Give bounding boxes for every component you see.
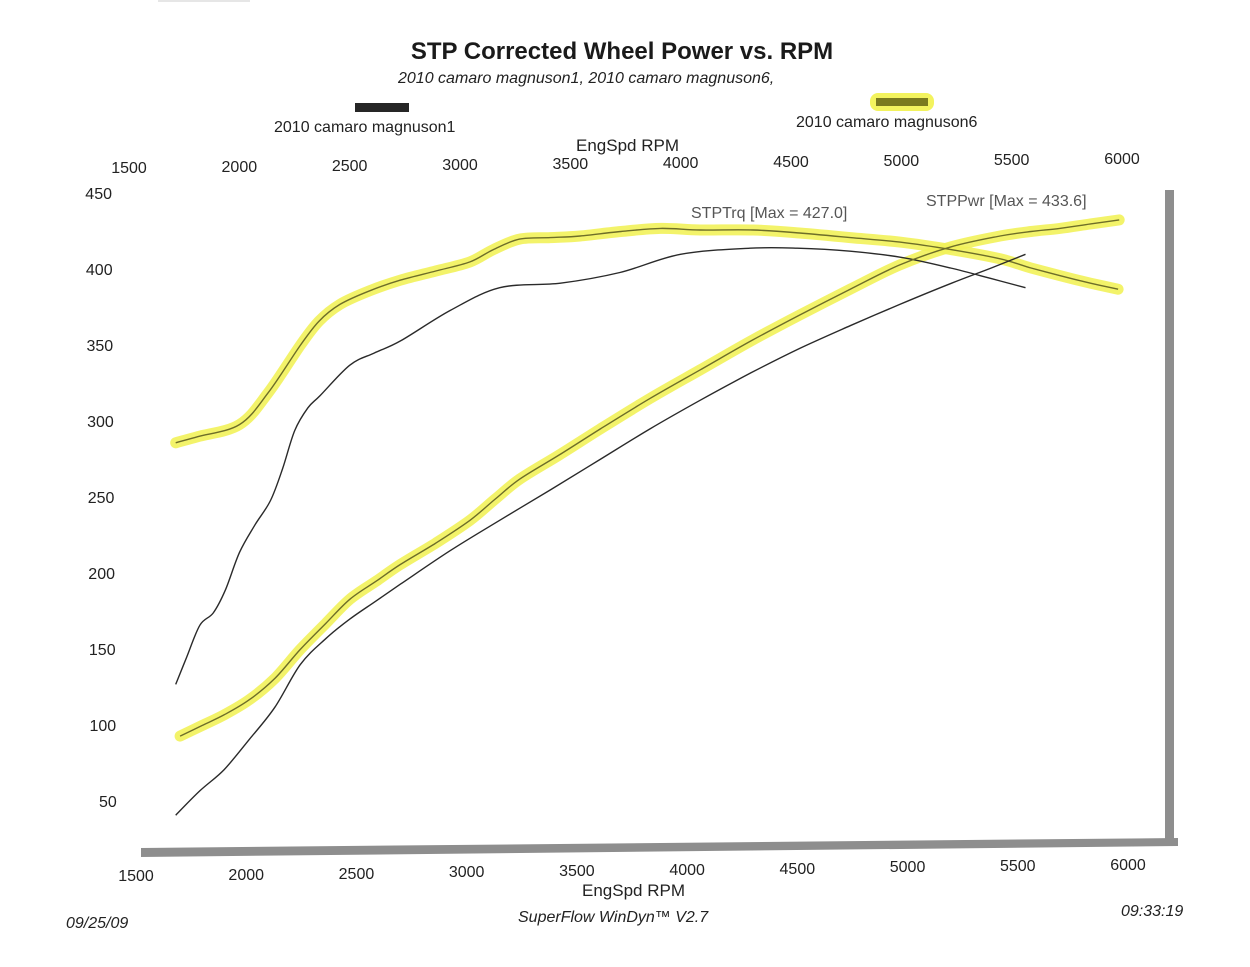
x-tick-top: 2500 bbox=[331, 158, 368, 175]
x-tick-bottom: 6000 bbox=[1110, 857, 1146, 874]
y-tick: 200 bbox=[88, 566, 115, 583]
series-line-2010-camaro-magnuson1-stptrq bbox=[175, 246, 1026, 685]
chart-subtitle: 2010 camaro magnuson1, 2010 camaro magnu… bbox=[398, 70, 775, 87]
x-tick-top: 4000 bbox=[662, 155, 699, 172]
y-tick: 300 bbox=[87, 414, 114, 431]
legend-label-magnuson1: 2010 camaro magnuson1 bbox=[274, 119, 456, 136]
x-tick-bottom: 4500 bbox=[779, 860, 816, 878]
x-tick-bottom: 1500 bbox=[118, 868, 154, 885]
chart-title: STP Corrected Wheel Power vs. RPM bbox=[410, 38, 834, 65]
x-tick-bottom: 5500 bbox=[999, 858, 1036, 876]
series-line-2010-camaro-magnuson6-stppwr bbox=[179, 219, 1120, 737]
torque-max-annotation: STPTrq [Max = 427.0] bbox=[691, 205, 847, 222]
frame-bottom-border bbox=[141, 838, 1178, 857]
footer-date: 09/25/09 bbox=[66, 915, 129, 932]
x-tick-top: 5000 bbox=[883, 153, 920, 170]
x-tick-bottom: 4000 bbox=[669, 861, 705, 879]
x-tick-top: 4500 bbox=[773, 154, 809, 171]
x-tick-top: 6000 bbox=[1104, 151, 1140, 168]
x-tick-bottom: 2000 bbox=[228, 866, 265, 884]
series-line-2010-camaro-magnuson1-stppwr bbox=[175, 253, 1026, 816]
power-max-annotation: STPPwr [Max = 433.6] bbox=[926, 193, 1087, 210]
x-tick-top: 3000 bbox=[442, 157, 478, 174]
legend-swatch-magnuson6 bbox=[876, 98, 928, 106]
x-axis-title-bottom: EngSpd RPM bbox=[582, 881, 685, 900]
series-line-2010-camaro-magnuson6-stptrq bbox=[175, 227, 1119, 444]
x-tick-bottom: 5000 bbox=[889, 859, 926, 877]
y-tick: 350 bbox=[86, 338, 114, 355]
x-tick-bottom: 3000 bbox=[448, 864, 485, 882]
y-tick: 450 bbox=[85, 186, 112, 203]
highlighter-2010-camaro-magnuson6-stptrq bbox=[170, 222, 1124, 449]
x-tick-top: 3500 bbox=[552, 156, 589, 173]
y-tick: 150 bbox=[88, 642, 116, 659]
footer-software: SuperFlow WinDyn™ V2.7 bbox=[518, 909, 709, 926]
highlighter-2010-camaro-magnuson6-stppwr bbox=[174, 214, 1125, 742]
y-tick: 400 bbox=[85, 262, 113, 279]
x-tick-bottom: 3500 bbox=[559, 863, 595, 881]
x-axis-title-top: EngSpd RPM bbox=[576, 136, 679, 155]
y-tick: 50 bbox=[99, 794, 117, 811]
x-tick-top: 2000 bbox=[221, 159, 258, 176]
y-tick: 100 bbox=[89, 718, 117, 735]
x-tick-bottom: 2500 bbox=[338, 865, 375, 883]
scan-artifact bbox=[158, 0, 250, 2]
legend-label-magnuson6: 2010 camaro magnuson6 bbox=[796, 114, 978, 131]
x-tick-top: 1500 bbox=[111, 160, 147, 177]
y-tick: 250 bbox=[87, 490, 115, 507]
legend-swatch-magnuson1 bbox=[355, 103, 409, 112]
frame-right-border bbox=[1165, 190, 1174, 842]
footer-time: 09:33:19 bbox=[1121, 903, 1184, 920]
x-tick-top: 5500 bbox=[993, 152, 1030, 169]
